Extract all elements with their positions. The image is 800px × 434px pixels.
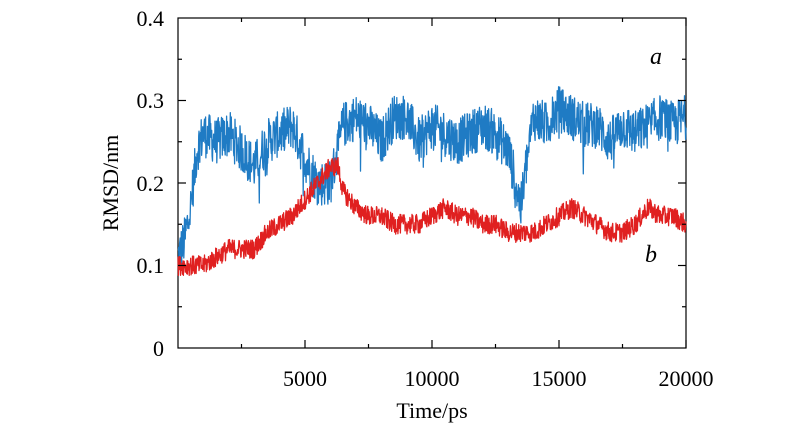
y-tick-label: 0.1 [137,253,165,278]
y-axis-title: RMSD/nm [98,135,123,232]
series-layer [177,86,687,276]
series-b-line [177,157,687,276]
y-tick-label: 0 [153,336,164,361]
x-tick-label: 15000 [532,366,587,391]
y-tick-label: 0.4 [137,6,165,31]
x-tick-label: 20000 [659,366,714,391]
series-a-label: a [650,44,662,70]
y-tick-label: 0.2 [137,171,165,196]
series-a-line [177,86,687,271]
x-tick-label: 5000 [283,366,327,391]
series-b-label: b [645,242,657,268]
y-tick-label: 0.3 [137,88,165,113]
x-axis-title: Time/ps [396,398,467,423]
x-tick-label: 10000 [405,366,460,391]
ticks-layer [178,18,687,348]
